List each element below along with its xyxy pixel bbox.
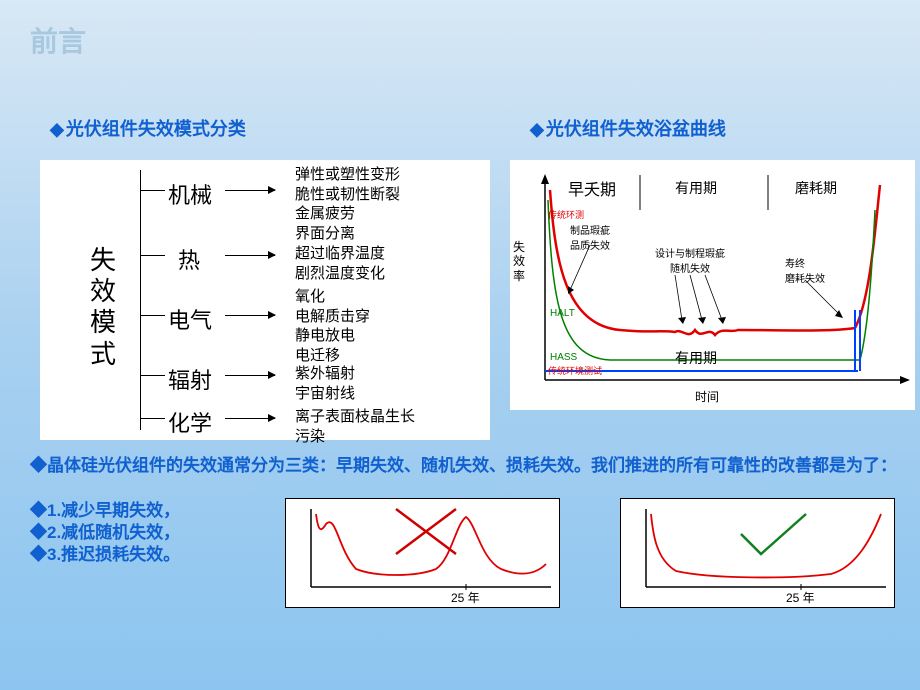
phase-wearout: 磨耗期: [795, 178, 837, 198]
cat-electrical: 电气: [168, 303, 212, 335]
detail-line: 脆性或韧性断裂: [295, 186, 400, 206]
detail-line: 超过临界温度: [295, 245, 385, 265]
tree-trunk: [140, 170, 141, 430]
mini-x-label: 25 年: [451, 589, 480, 606]
bathtub-chart: 失 效 率 时间 早夭期 有用期 磨耗期 传统环测 制品瑕疵 品质失效 设计与制…: [510, 160, 915, 410]
label-y-axis: 失 效 率: [513, 240, 525, 283]
label-design: 设计与制程瑕疵 随机失效: [655, 245, 725, 275]
label-useful2: 有用期: [675, 348, 717, 368]
mini-chart-bad: 25 年: [285, 498, 560, 608]
detail-line: 电解质击穿: [295, 308, 370, 328]
detail-line: 污染: [295, 428, 415, 448]
heading-bathtub: 光伏组件失效浴盆曲线: [530, 115, 726, 141]
detail-line: 离子表面枝晶生长: [295, 408, 415, 428]
label-trad-env-test: 传统环境测试: [548, 364, 602, 377]
heading-failure-modes: 光伏组件失效模式分类: [50, 115, 246, 141]
cat-chemical: 化学: [168, 406, 212, 438]
summary-text: 晶体硅光伏组件的失效通常分为三类：早期失效、随机失效、损耗失效。我们推进的所有可…: [30, 455, 900, 477]
detail-line: 剧烈温度变化: [295, 265, 385, 285]
cat-mechanical: 机械: [168, 178, 212, 210]
detail-line: 金属疲劳: [295, 205, 400, 225]
summary-intro: 晶体硅光伏组件的失效通常分为三类：早期失效、随机失效、损耗失效。我们推进的所有可…: [30, 456, 897, 475]
detail-text: 离子表面枝晶生长 污染: [295, 408, 415, 447]
phase-infant: 早夭期: [568, 176, 616, 200]
detail-line: 静电放电: [295, 327, 370, 347]
mini-chart-good: 25 年: [620, 498, 895, 608]
mini-chart-good-svg: [621, 499, 896, 609]
arrow-icon: [225, 375, 275, 376]
detail-line: 电迁移: [295, 347, 370, 367]
tree-branch: [140, 190, 165, 191]
arrow-icon: [225, 255, 275, 256]
mini-chart-bad-svg: [286, 499, 561, 609]
tree-branch: [140, 315, 165, 316]
label-x-axis: 时间: [695, 388, 719, 405]
label-hass: HASS: [550, 352, 577, 363]
slide-title: 前言: [30, 20, 86, 60]
detail-line: 界面分离: [295, 225, 400, 245]
arrow-icon: [225, 315, 275, 316]
detail-line: 弹性或塑性变形: [295, 166, 400, 186]
tree-branch: [140, 255, 165, 256]
cat-radiation: 辐射: [168, 363, 212, 395]
tree-branch: [140, 418, 165, 419]
phase-useful: 有用期: [675, 178, 717, 198]
detail-line: 宇宙射线: [295, 385, 355, 405]
mini-x-label: 25 年: [786, 589, 815, 606]
label-lifeend: 寿终 磨耗失效: [785, 255, 825, 285]
detail-text: 超过临界温度 剧烈温度变化: [295, 245, 385, 284]
cat-thermal: 热: [178, 243, 200, 275]
detail-line: 紫外辐射: [295, 365, 355, 385]
tree-root-label: 失 效 模 式: [90, 245, 116, 370]
detail-text: 紫外辐射 宇宙射线: [295, 365, 355, 404]
detail-text: 弹性或塑性变形 脆性或韧性断裂 金属疲劳 界面分离: [295, 166, 400, 244]
failure-mode-tree: 失 效 模 式 机械 弹性或塑性变形 脆性或韧性断裂 金属疲劳 界面分离 热 超…: [40, 160, 490, 440]
arrow-icon: [225, 190, 275, 191]
detail-text: 氧化 电解质击穿 静电放电 电迁移: [295, 288, 370, 366]
arrow-icon: [225, 418, 275, 419]
label-trad-env: 传统环测: [548, 208, 584, 221]
label-halt: HALT: [550, 308, 575, 319]
detail-line: 氧化: [295, 288, 370, 308]
tree-branch: [140, 375, 165, 376]
label-defect: 制品瑕疵 品质失效: [570, 222, 610, 252]
